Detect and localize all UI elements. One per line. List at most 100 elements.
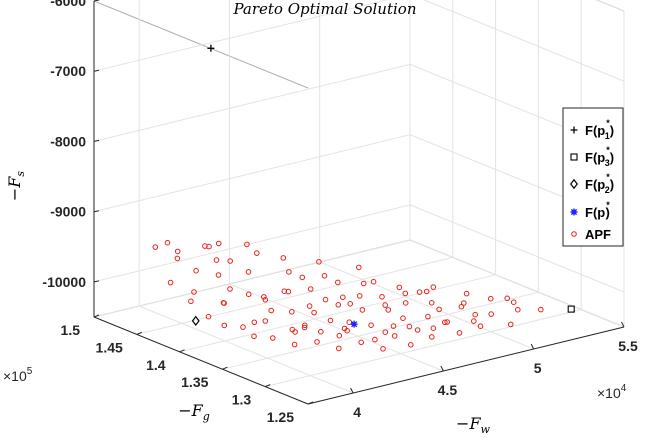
z-tick-mark bbox=[93, 210, 100, 213]
apf-point bbox=[428, 300, 435, 306]
grid-line-z-back bbox=[93, 0, 389, 72]
solution-point bbox=[207, 44, 215, 52]
axis-lines bbox=[93, 0, 625, 405]
x-axis-label: −Fw bbox=[456, 414, 491, 436]
y-tick-mark bbox=[222, 366, 228, 370]
apf-point bbox=[307, 286, 314, 292]
apf-point bbox=[379, 294, 385, 300]
z-tick-label: -9000 bbox=[50, 204, 86, 220]
apf-point bbox=[471, 318, 477, 324]
z-axis-label: −Fs bbox=[5, 171, 27, 202]
apf-point bbox=[356, 293, 363, 299]
data-points bbox=[152, 44, 575, 352]
apf-point bbox=[152, 244, 159, 250]
z-tick-mark bbox=[93, 139, 100, 142]
apf-point bbox=[302, 322, 308, 329]
apf-point bbox=[215, 272, 222, 278]
grid-line-z-back bbox=[93, 63, 411, 142]
y-tick-label: 1.3 bbox=[232, 392, 252, 408]
apf-point bbox=[463, 290, 470, 297]
grid-line-y-floor bbox=[265, 309, 582, 388]
box-edge bbox=[93, 0, 309, 89]
grid-line-x-floor bbox=[319, 261, 534, 350]
legend-label: F(p* 1) bbox=[585, 118, 614, 141]
apf-point bbox=[360, 280, 367, 287]
y-tick-mark bbox=[307, 401, 314, 405]
solution-point bbox=[567, 305, 575, 313]
legend: F(p* 1) F(p* 3) F(p* 2) F(p* ) APF bbox=[562, 107, 624, 247]
z-tick-mark bbox=[93, 280, 100, 283]
apf-point bbox=[289, 326, 296, 333]
apf-point bbox=[472, 311, 479, 318]
apf-point bbox=[299, 274, 306, 281]
x-tick-label: 5 bbox=[534, 360, 542, 376]
z-tick-label: -10000 bbox=[42, 274, 86, 290]
apf-point bbox=[221, 322, 228, 329]
y-axis-multiplier: ×105 bbox=[3, 366, 33, 384]
solution-point bbox=[191, 315, 200, 327]
legend-marker bbox=[570, 178, 578, 190]
legend-label: F(p* 3) bbox=[585, 145, 614, 168]
apf-point bbox=[442, 319, 448, 326]
y-tick-mark bbox=[93, 314, 100, 318]
apf-point bbox=[356, 264, 362, 271]
tick-labels: 4 4.5 5 5.5 1.25 1.3 1.35 1.4 1.45 1.5 -10000 -9000… bbox=[42, 0, 638, 425]
grid-line-z-side bbox=[595, 0, 625, 12]
x-tick-label: 4 bbox=[353, 404, 361, 420]
apf-point bbox=[538, 306, 544, 313]
y-tick-label: 1.45 bbox=[96, 339, 123, 355]
apf-point bbox=[382, 302, 389, 308]
solution-point bbox=[350, 320, 358, 328]
apf-point bbox=[382, 329, 389, 336]
apf-point bbox=[253, 250, 260, 256]
legend-label: F(p* 2) bbox=[585, 172, 614, 195]
x-tick-mark bbox=[621, 321, 625, 328]
apf-point bbox=[347, 301, 354, 307]
grid-line-z-back bbox=[93, 204, 411, 283]
legend-marker bbox=[570, 208, 578, 216]
apf-point bbox=[335, 279, 341, 286]
grid-line-z-side bbox=[409, 204, 625, 293]
legend-marker bbox=[571, 231, 577, 237]
apf-point bbox=[262, 318, 269, 324]
apf-point bbox=[414, 327, 421, 333]
apf-point bbox=[227, 286, 233, 292]
apf-point bbox=[429, 334, 435, 340]
apf-point bbox=[515, 306, 521, 313]
legend-label: APF bbox=[585, 227, 611, 242]
apf-point bbox=[268, 307, 275, 314]
y-tick-mark bbox=[136, 331, 142, 335]
apf-point bbox=[488, 311, 495, 317]
y-axis-label: −Fg bbox=[178, 401, 210, 423]
apf-point bbox=[280, 255, 287, 261]
apf-point bbox=[251, 333, 257, 340]
grid-line-y-floor bbox=[179, 274, 496, 353]
apf-point bbox=[359, 307, 366, 313]
apf-point bbox=[487, 295, 494, 302]
apf-point bbox=[425, 313, 431, 320]
legend-marker bbox=[570, 153, 578, 161]
apf-point bbox=[430, 325, 437, 332]
apf-point bbox=[215, 240, 222, 247]
apf-point bbox=[240, 324, 246, 330]
apf-point bbox=[400, 315, 406, 322]
y-axis-line bbox=[93, 316, 309, 405]
z-tick-mark bbox=[93, 69, 100, 72]
grid-line-y-floor bbox=[222, 291, 539, 370]
z-tick-label: -6000 bbox=[50, 0, 86, 9]
apf-point bbox=[436, 306, 442, 313]
apf-point bbox=[174, 248, 181, 255]
apf-point bbox=[261, 294, 267, 300]
y-tick-label: 1.25 bbox=[267, 409, 294, 425]
apf-point bbox=[408, 342, 414, 348]
apf-point bbox=[461, 300, 467, 306]
apf-point bbox=[322, 296, 329, 303]
apf-point bbox=[285, 288, 292, 295]
apf-point bbox=[205, 313, 212, 320]
legend-marker bbox=[570, 126, 578, 134]
apf-point bbox=[385, 307, 392, 313]
apf-point bbox=[430, 284, 437, 290]
apf-point bbox=[188, 298, 194, 305]
x-axis-multiplier: ×104 bbox=[597, 383, 627, 401]
